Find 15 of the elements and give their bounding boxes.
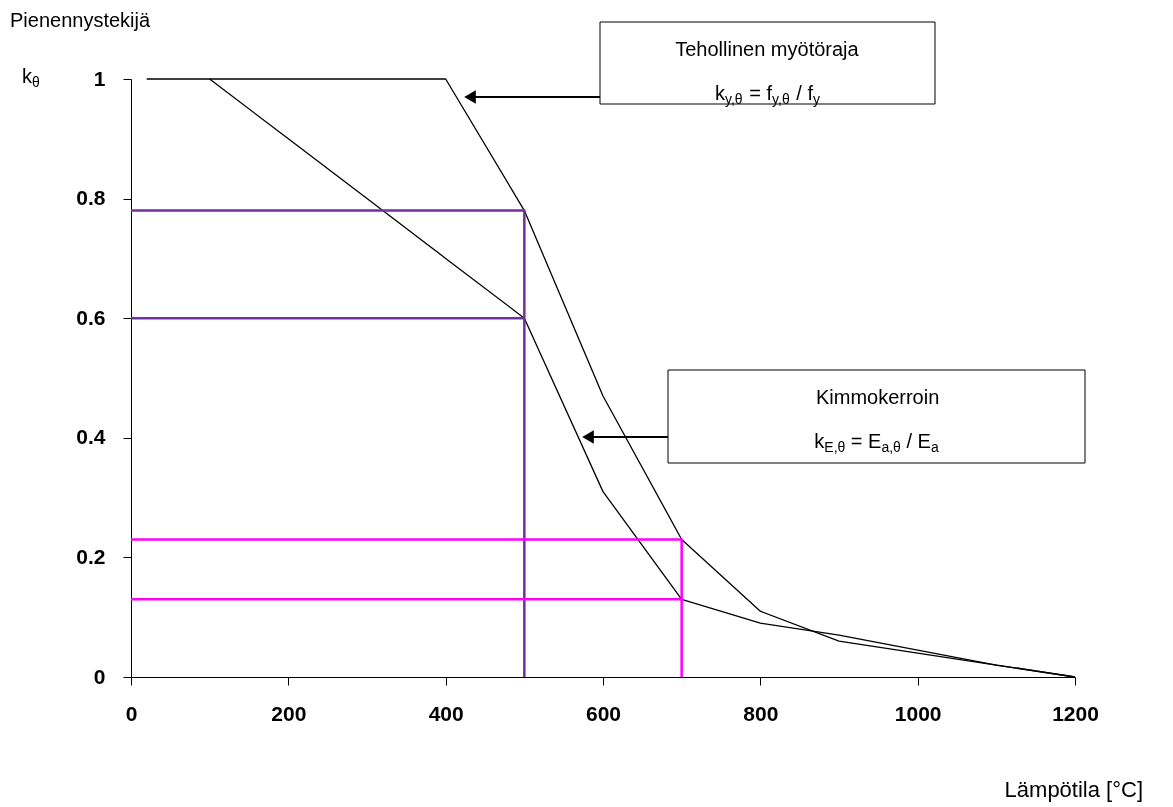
x-axis-title: Lämpötila [°C] — [1004, 777, 1143, 802]
y-tick-label: 0.8 — [76, 186, 106, 210]
y-tick-label: 0.6 — [76, 305, 106, 329]
y-tick-label: 1 — [93, 66, 106, 90]
y-tick-label: 0 — [93, 664, 106, 688]
x-tick-label: 600 — [585, 701, 622, 725]
x-tick-label: 1000 — [894, 701, 942, 725]
y-tick-label: 0.2 — [76, 544, 106, 568]
y-tick-label: 0.4 — [76, 425, 106, 449]
y-axis-title: Pienennystekijä — [10, 9, 151, 31]
x-tick-label: 200 — [271, 701, 307, 725]
x-tick-label: 800 — [743, 701, 779, 725]
x-tick-label: 0 — [125, 701, 138, 725]
x-tick-label: 1200 — [1052, 701, 1099, 725]
x-tick-label: 400 — [428, 701, 464, 725]
